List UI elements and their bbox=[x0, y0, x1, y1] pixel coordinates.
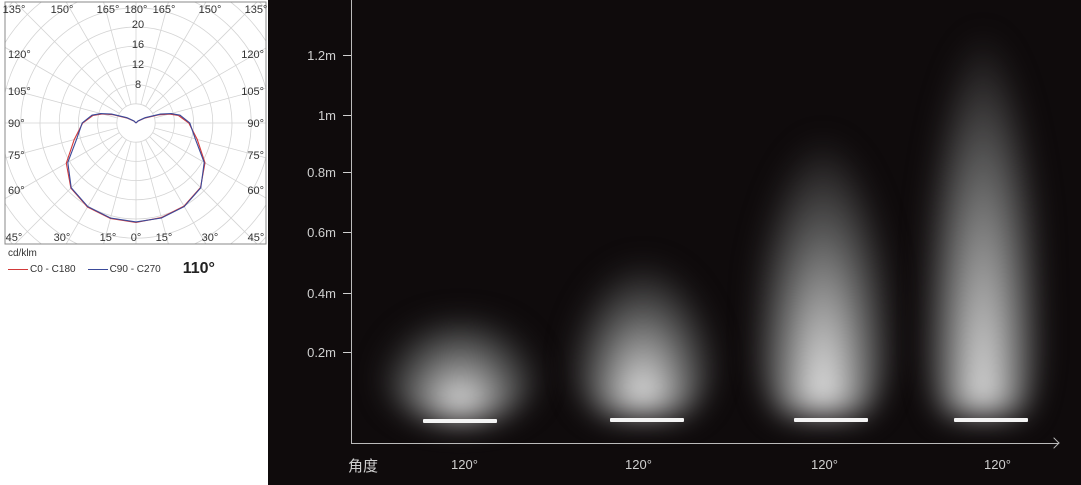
grid-spoke bbox=[5, 46, 120, 114]
polar-curve-c90-c270 bbox=[67, 113, 205, 223]
angle-label: 45° bbox=[6, 232, 23, 244]
grid-spoke bbox=[140, 141, 169, 244]
radial-label: 20 bbox=[132, 19, 144, 31]
grid-spoke bbox=[152, 47, 266, 114]
fixture-4 bbox=[954, 418, 1028, 422]
y-label: 0.2m bbox=[307, 345, 336, 360]
legend-c0: C0 - C180 bbox=[30, 263, 76, 275]
grid-spoke bbox=[145, 2, 207, 107]
unit-label: cd/klm bbox=[8, 248, 37, 259]
grid-spoke bbox=[5, 127, 118, 159]
angle-label: 30° bbox=[202, 232, 219, 244]
angle-label: 105° bbox=[241, 86, 264, 98]
grid-spoke bbox=[152, 132, 266, 199]
grid-spoke bbox=[14, 136, 123, 244]
angle-label: 90° bbox=[247, 118, 264, 130]
y-tick bbox=[343, 55, 351, 56]
y-label: 1m bbox=[317, 108, 336, 123]
radial-label: 12 bbox=[132, 59, 144, 71]
grid-circle bbox=[116, 103, 156, 143]
angle-label: 75° bbox=[247, 150, 264, 162]
grid-spoke bbox=[65, 139, 127, 244]
angle-label: 150° bbox=[51, 4, 74, 16]
legend-c90: C90 - C270 bbox=[109, 263, 161, 275]
angle-label: 15° bbox=[156, 232, 173, 244]
y-label: 0.6m bbox=[307, 225, 336, 240]
fixture-3 bbox=[794, 418, 868, 422]
legend-line-c90 bbox=[87, 268, 108, 270]
y-tick bbox=[343, 232, 351, 233]
y-tick bbox=[343, 352, 351, 353]
x-axis-line bbox=[351, 443, 1058, 444]
angle-label: 60° bbox=[8, 185, 25, 197]
grid-spoke bbox=[145, 139, 207, 244]
angle-label: 180° bbox=[125, 4, 148, 16]
grid-spoke bbox=[65, 2, 127, 107]
beam-1 bbox=[383, 320, 538, 420]
angle-label: 165° bbox=[97, 4, 120, 16]
grid-spoke bbox=[154, 127, 266, 159]
polar-panel: 135° 150° 165° 180° 165° 150° 135° 45° 30° 15° 0° 1… bbox=[0, 0, 268, 485]
polar-frame bbox=[4, 1, 267, 245]
y-tick bbox=[343, 172, 351, 173]
angle-label: 165° bbox=[153, 4, 176, 16]
angle-label: 120° bbox=[241, 49, 264, 61]
x-axis-title: 角度 bbox=[348, 458, 379, 475]
grid-spoke bbox=[140, 2, 169, 105]
grid-spoke bbox=[149, 2, 258, 110]
grid-circle bbox=[5, 2, 266, 244]
beam-angle-label: 120° bbox=[984, 457, 1011, 472]
beam-angle: 110° bbox=[182, 260, 215, 277]
angle-label: 150° bbox=[199, 4, 222, 16]
grid-spoke bbox=[149, 136, 258, 244]
grid-spoke bbox=[5, 87, 118, 119]
polar-chart: 135° 150° 165° 180° 165° 150° 135° 45° 30° 15° 0° 1… bbox=[3, 1, 268, 245]
angle-label: 135° bbox=[3, 4, 26, 16]
beam-3 bbox=[758, 130, 888, 415]
beam-diagram: 0.2m 0.4m 0.6m 0.8m 1m 1.2m 角度 120° 120°… bbox=[268, 0, 1081, 485]
y-axis-line bbox=[351, 0, 352, 444]
angle-label: 135° bbox=[245, 4, 268, 16]
angle-label: 0° bbox=[131, 232, 142, 244]
y-tick bbox=[343, 293, 351, 294]
fixture-2 bbox=[610, 418, 684, 422]
angle-label: 45° bbox=[248, 232, 265, 244]
grid-spoke bbox=[103, 2, 132, 105]
x-axis-arrow-icon bbox=[1048, 437, 1060, 449]
grid-spoke bbox=[5, 132, 120, 200]
grid-spoke bbox=[154, 87, 266, 119]
y-label: 0.4m bbox=[307, 286, 336, 301]
legend-line-c0 bbox=[8, 268, 28, 270]
angle-label: 60° bbox=[247, 185, 264, 197]
fixture-1 bbox=[423, 419, 497, 423]
beam-angle-label: 120° bbox=[811, 457, 838, 472]
y-label: 0.8m bbox=[307, 165, 336, 180]
y-label: 1.2m bbox=[307, 48, 336, 63]
radial-label: 16 bbox=[132, 39, 144, 51]
radial-label: 8 bbox=[135, 79, 141, 91]
beam-4 bbox=[928, 30, 1038, 415]
grid-spoke bbox=[103, 141, 132, 244]
polar-legend: cd/klm C0 - C180 C90 - C270 110° bbox=[8, 248, 215, 278]
beam-2 bbox=[573, 235, 713, 415]
angle-label: 90° bbox=[8, 118, 25, 130]
grid-spoke bbox=[14, 2, 123, 110]
angle-label: 120° bbox=[8, 49, 31, 61]
angle-label: 75° bbox=[8, 150, 25, 162]
beam-angle-label: 120° bbox=[451, 457, 478, 472]
y-tick bbox=[343, 115, 351, 116]
angle-label: 30° bbox=[54, 232, 71, 244]
beam-angle-label: 120° bbox=[625, 457, 652, 472]
angle-label: 105° bbox=[8, 86, 31, 98]
angle-label: 15° bbox=[100, 232, 117, 244]
